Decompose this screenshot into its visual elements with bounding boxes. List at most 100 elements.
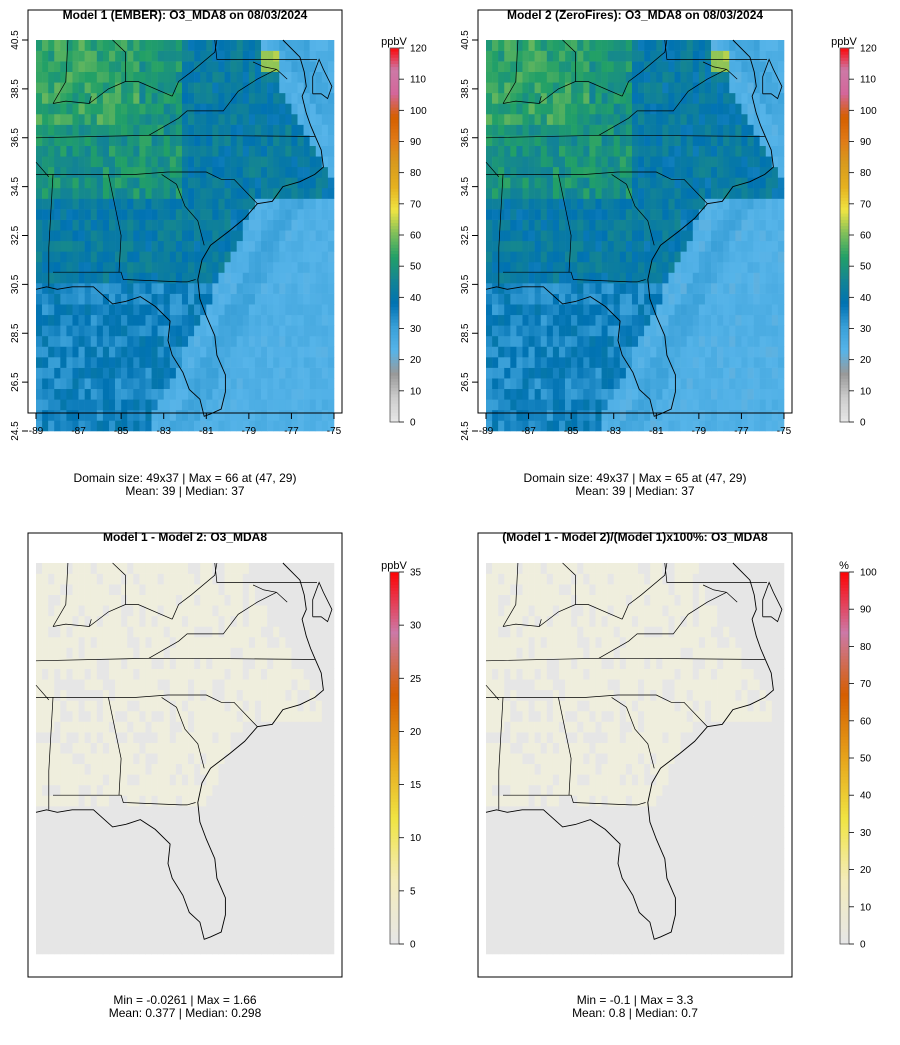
grid-cell bbox=[96, 388, 104, 400]
grid-cell bbox=[139, 261, 146, 273]
grid-cell bbox=[327, 420, 335, 432]
colorbar-segment bbox=[840, 153, 849, 158]
grid-cell bbox=[698, 409, 706, 421]
grid-cell bbox=[48, 584, 55, 596]
grid-cell bbox=[54, 658, 61, 669]
grid-cell bbox=[78, 710, 85, 722]
grid-cell bbox=[236, 166, 244, 178]
grid-cell bbox=[224, 335, 231, 347]
grid-cell bbox=[321, 230, 329, 242]
grid-cell bbox=[777, 346, 785, 358]
grid-cell bbox=[753, 187, 760, 199]
grid-cell bbox=[248, 314, 256, 326]
grid-cell bbox=[169, 858, 177, 870]
grid-cell bbox=[181, 732, 189, 743]
grid-cell bbox=[552, 219, 560, 231]
grid-cell bbox=[115, 816, 122, 828]
grid-cell bbox=[108, 858, 116, 870]
grid-cell bbox=[717, 283, 724, 294]
grid-cell bbox=[127, 177, 134, 189]
grid-cell bbox=[267, 325, 274, 337]
grid-cell bbox=[571, 399, 578, 411]
grid-cell bbox=[78, 700, 85, 712]
grid-cell bbox=[540, 145, 548, 157]
grid-cell bbox=[771, 240, 779, 252]
grid-cell bbox=[102, 314, 110, 326]
grid-cell bbox=[163, 658, 171, 669]
grid-cell bbox=[42, 869, 49, 881]
grid-cell bbox=[66, 594, 73, 606]
grid-cell bbox=[48, 399, 55, 411]
grid-cell bbox=[279, 209, 286, 220]
grid-cell bbox=[96, 837, 104, 849]
grid-cell bbox=[133, 689, 140, 701]
grid-cell bbox=[133, 113, 140, 125]
grid-cell bbox=[157, 335, 165, 347]
grid-cell bbox=[157, 409, 165, 421]
grid-cell bbox=[66, 647, 73, 659]
grid-cell bbox=[163, 806, 171, 817]
grid-cell bbox=[194, 409, 201, 421]
grid-cell bbox=[188, 858, 195, 870]
grid-cell bbox=[54, 679, 61, 691]
grid-cell bbox=[498, 177, 505, 189]
grid-cell bbox=[127, 135, 134, 146]
grid-cell bbox=[194, 219, 201, 231]
grid-cell bbox=[498, 399, 505, 411]
grid-cell bbox=[42, 304, 49, 316]
grid-cell bbox=[127, 732, 134, 743]
grid-cell bbox=[613, 177, 621, 189]
grid-cell bbox=[121, 261, 128, 273]
grid-cell bbox=[631, 420, 639, 432]
grid-cell bbox=[188, 325, 195, 337]
grid-cell bbox=[619, 40, 627, 51]
grid-cell bbox=[96, 784, 104, 796]
grid-cell bbox=[42, 795, 49, 807]
grid-cell bbox=[102, 848, 110, 860]
grid-cell bbox=[175, 615, 183, 627]
grid-cell bbox=[157, 378, 165, 390]
grid-cell bbox=[686, 325, 694, 337]
colorbar-segment bbox=[840, 141, 849, 146]
y-tick-label: 32.5 bbox=[10, 225, 21, 245]
grid-cell bbox=[297, 272, 304, 284]
grid-cell bbox=[723, 325, 730, 337]
grid-cell bbox=[194, 103, 201, 115]
grid-cell bbox=[619, 325, 627, 337]
grid-cell bbox=[273, 124, 280, 136]
grid-cell bbox=[528, 293, 535, 305]
grid-cell bbox=[735, 251, 742, 263]
grid-cell bbox=[115, 626, 122, 638]
colorbar-tick-label: 50 bbox=[860, 262, 872, 273]
grid-cell bbox=[181, 774, 189, 786]
grid-cell bbox=[510, 388, 517, 400]
grid-cell bbox=[492, 92, 499, 104]
grid-cell bbox=[717, 335, 724, 347]
grid-cell bbox=[686, 124, 694, 136]
grid-cell bbox=[498, 103, 505, 115]
grid-cell bbox=[139, 827, 146, 839]
grid-cell bbox=[303, 283, 310, 294]
grid-cell bbox=[102, 103, 110, 115]
grid-cell bbox=[188, 626, 195, 638]
grid-cell bbox=[583, 314, 590, 326]
grid-cell bbox=[236, 145, 244, 157]
grid-cell bbox=[625, 135, 633, 146]
grid-cell bbox=[115, 240, 122, 252]
grid-cell bbox=[619, 113, 627, 125]
grid-cell bbox=[54, 304, 61, 316]
grid-cell bbox=[121, 742, 128, 754]
grid-cell bbox=[133, 388, 140, 400]
grid-cell bbox=[218, 272, 225, 284]
grid-cell bbox=[169, 827, 177, 839]
grid-cell bbox=[273, 103, 280, 115]
grid-cell bbox=[115, 177, 122, 189]
grid-cell bbox=[54, 420, 61, 432]
grid-cell bbox=[181, 573, 189, 585]
grid-cell bbox=[315, 346, 323, 358]
grid-cell bbox=[115, 858, 122, 870]
grid-cell bbox=[175, 742, 183, 754]
grid-cell bbox=[254, 357, 262, 368]
grid-cell bbox=[729, 209, 736, 220]
grid-cell bbox=[96, 156, 104, 168]
